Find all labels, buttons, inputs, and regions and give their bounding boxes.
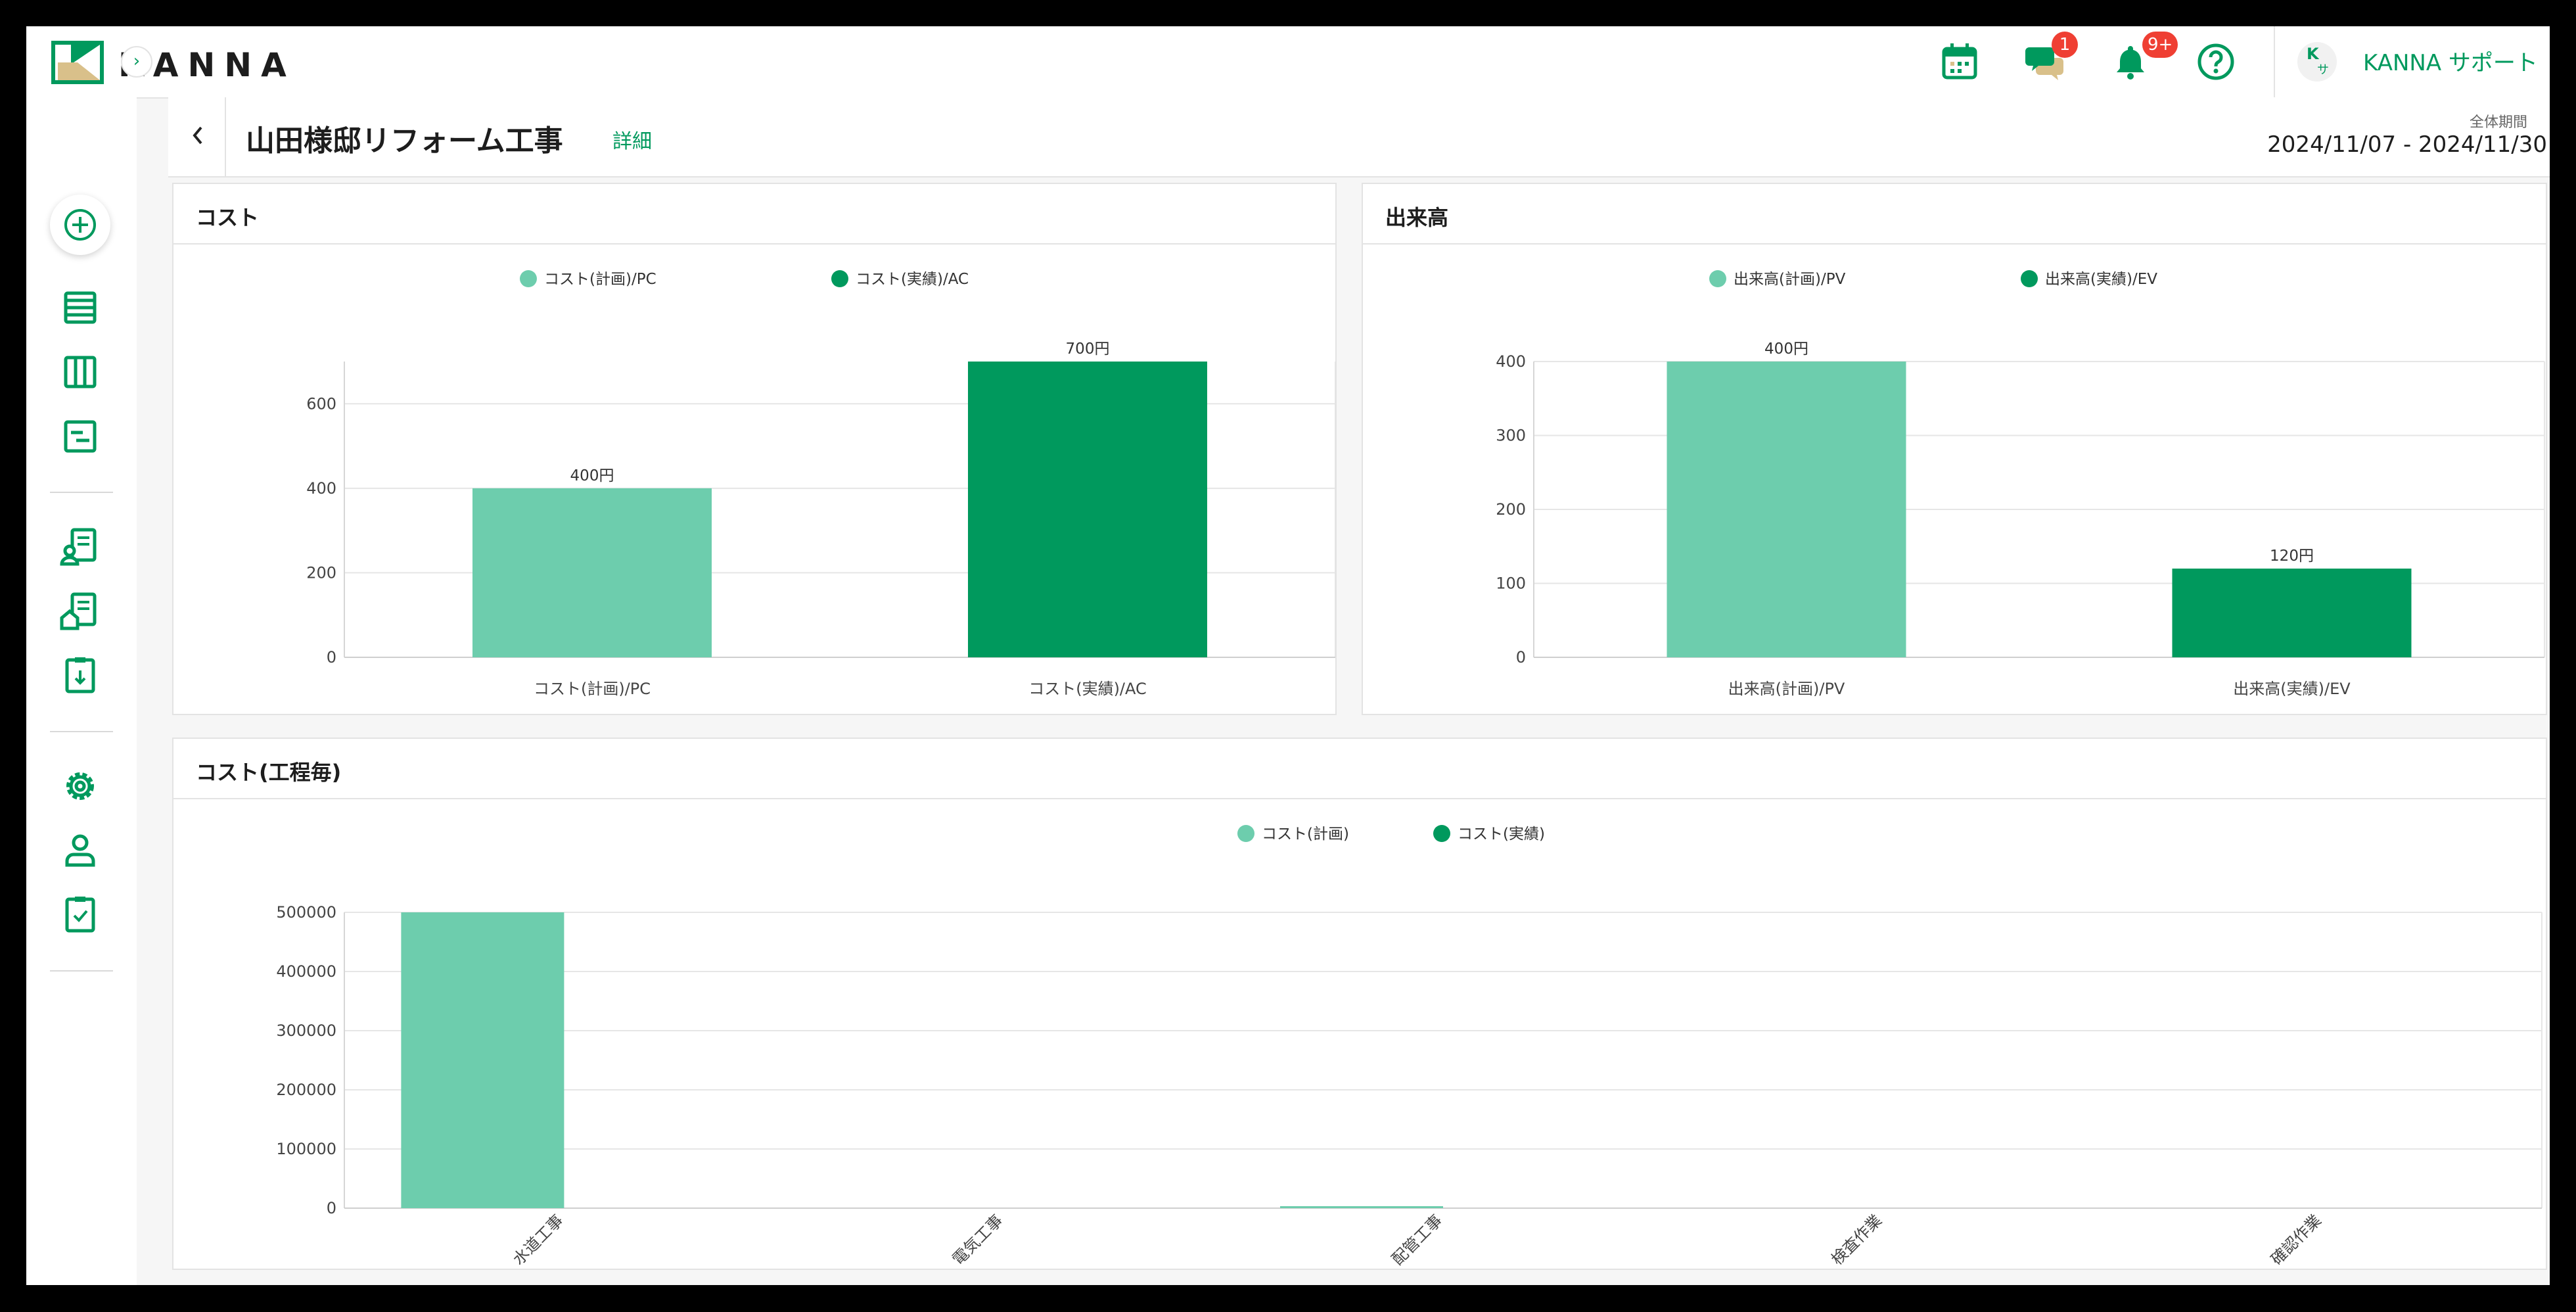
process-cost-card: コスト(工程毎) コスト(計画) コスト(実績) 0 100000 200000 3000… <box>172 738 2547 1270</box>
sidebar-divider <box>50 492 113 493</box>
property-file-icon[interactable] <box>57 588 104 635</box>
earned-value-chart: 出来高(計画)/PV 出来高(実績)/EV0100200300400400円出来高… <box>1496 270 2545 698</box>
bell-icon[interactable] <box>2109 41 2151 83</box>
data-label: 400円 <box>1764 340 1808 358</box>
legend-marker <box>831 270 848 287</box>
legend-marker <box>1237 825 1254 842</box>
y-tick-label: 300000 <box>276 1021 336 1040</box>
y-tick-label: 400000 <box>276 962 336 981</box>
user-name[interactable]: KANNA サポート <box>2363 50 2538 76</box>
period-value: 2024/11/07 - 2024/11/30 <box>2267 131 2547 158</box>
y-tick-label: 0 <box>1516 648 1526 667</box>
card-title: コスト(工程毎) <box>196 760 342 785</box>
legend-label: コスト(実績)/AC <box>856 271 969 288</box>
user-icon[interactable] <box>57 827 104 874</box>
y-tick-label: 200 <box>306 563 336 582</box>
bar <box>2172 569 2412 657</box>
y-tick-label: 500000 <box>276 903 336 922</box>
bar <box>968 362 1207 657</box>
legend-label: 出来高(計画)/PV <box>1734 271 1846 288</box>
card-title: コスト <box>196 205 260 230</box>
legend-label: コスト(実績) <box>1458 826 1545 843</box>
data-label: 400円 <box>570 467 614 484</box>
card-header: コスト(工程毎) <box>173 739 2546 799</box>
settings-gear-icon[interactable] <box>57 762 104 810</box>
gantt-icon[interactable] <box>57 413 104 460</box>
y-tick-label: 400 <box>1496 352 1526 371</box>
data-label: 700円 <box>1066 340 1110 358</box>
y-tick-label: 400 <box>306 479 336 498</box>
x-tick-label: 検査作業 <box>1828 1211 1885 1269</box>
cost-card: コスト コスト(計画)/PC コスト(実績)/AC 0 200 400 600 400円 コス… <box>172 183 1337 715</box>
y-tick-label: 0 <box>327 648 336 667</box>
cost-chart: コスト(計画)/PC コスト(実績)/AC0200400600400円コスト(計画… <box>306 270 1335 698</box>
card-title: 出来高 <box>1385 205 1449 230</box>
legend-marker <box>2021 270 2038 287</box>
user-avatar[interactable]: K サ <box>2297 42 2337 82</box>
bar <box>472 488 712 657</box>
x-tick-label: 出来高(実績)/EV <box>2233 680 2351 698</box>
y-tick-label: 0 <box>327 1199 336 1217</box>
y-tick-label: 600 <box>306 394 336 413</box>
help-icon[interactable] <box>2195 41 2237 83</box>
customer-file-icon[interactable] <box>57 523 104 571</box>
top-bar: KANNA 1 9+ K サ KANNA サポート <box>26 26 2550 99</box>
sidebar-divider <box>50 731 113 732</box>
list-icon[interactable] <box>57 284 104 331</box>
card-header: コスト <box>173 184 1335 245</box>
chat-icon[interactable] <box>2024 41 2066 83</box>
period-label: 全体期間 <box>2469 114 2527 131</box>
chevron-left-icon <box>193 126 202 145</box>
sidebar-toggle-button[interactable]: › <box>121 46 152 78</box>
kanna-logo-icon[interactable] <box>51 41 104 84</box>
x-tick-label: 確認作業 <box>2267 1211 2325 1269</box>
earned-value-card: 出来高 出来高(計画)/PV 出来高(実績)/EV 0 100 200 300 400 400… <box>1362 183 2547 715</box>
y-tick-label: 100000 <box>276 1140 336 1158</box>
x-tick-label: 配管工事 <box>1389 1211 1446 1269</box>
card-header: 出来高 <box>1363 184 2546 245</box>
process-cost-chart: コスト(計画) コスト(実績) 0 100000 200000 300000 400000 5… <box>276 825 2542 1269</box>
x-tick-label: コスト(計画)/PC <box>534 680 651 698</box>
x-tick-label: 水道工事 <box>509 1211 567 1269</box>
sidebar <box>26 97 137 1285</box>
x-tick-label: コスト(実績)/AC <box>1028 680 1147 698</box>
legend-marker <box>520 270 537 287</box>
legend-label: 出来高(実績)/EV <box>2045 271 2157 288</box>
plus-circle-icon <box>64 209 96 241</box>
detail-link[interactable]: 詳細 <box>612 130 652 153</box>
legend-label: コスト(計画) <box>1262 826 1349 843</box>
x-tick-label: 電気工事 <box>949 1211 1007 1269</box>
y-tick-label: 200000 <box>276 1081 336 1099</box>
message-badge: 1 <box>2052 32 2078 58</box>
app-window: KANNA 1 9+ K サ KANNA サポート <box>26 26 2550 1285</box>
calendar-icon[interactable] <box>1939 41 1981 83</box>
legend-label: コスト(計画)/PC <box>544 271 656 288</box>
y-tick-label: 200 <box>1496 500 1526 519</box>
bar <box>1280 1206 1443 1208</box>
topbar-divider <box>2274 26 2275 97</box>
page-title: 山田様邸リフォーム工事 <box>246 124 563 158</box>
y-tick-label: 100 <box>1496 574 1526 593</box>
notification-badge: 9+ <box>2142 32 2178 58</box>
bar <box>1667 362 1906 657</box>
download-doc-icon[interactable] <box>57 652 104 699</box>
legend-marker <box>1709 270 1726 287</box>
legend-marker <box>1433 825 1450 842</box>
y-tick-label: 300 <box>1496 427 1526 445</box>
add-button[interactable] <box>50 195 110 255</box>
checklist-icon[interactable] <box>57 891 104 939</box>
sidebar-divider <box>50 970 113 972</box>
x-tick-label: 出来高(計画)/PV <box>1728 680 1845 698</box>
bar <box>401 912 564 1208</box>
back-button[interactable] <box>168 97 226 176</box>
board-icon[interactable] <box>57 348 104 396</box>
page-header: 山田様邸リフォーム工事 詳細 全体期間 2024/11/07 - 2024/11… <box>168 97 2550 177</box>
data-label: 120円 <box>2270 548 2314 565</box>
